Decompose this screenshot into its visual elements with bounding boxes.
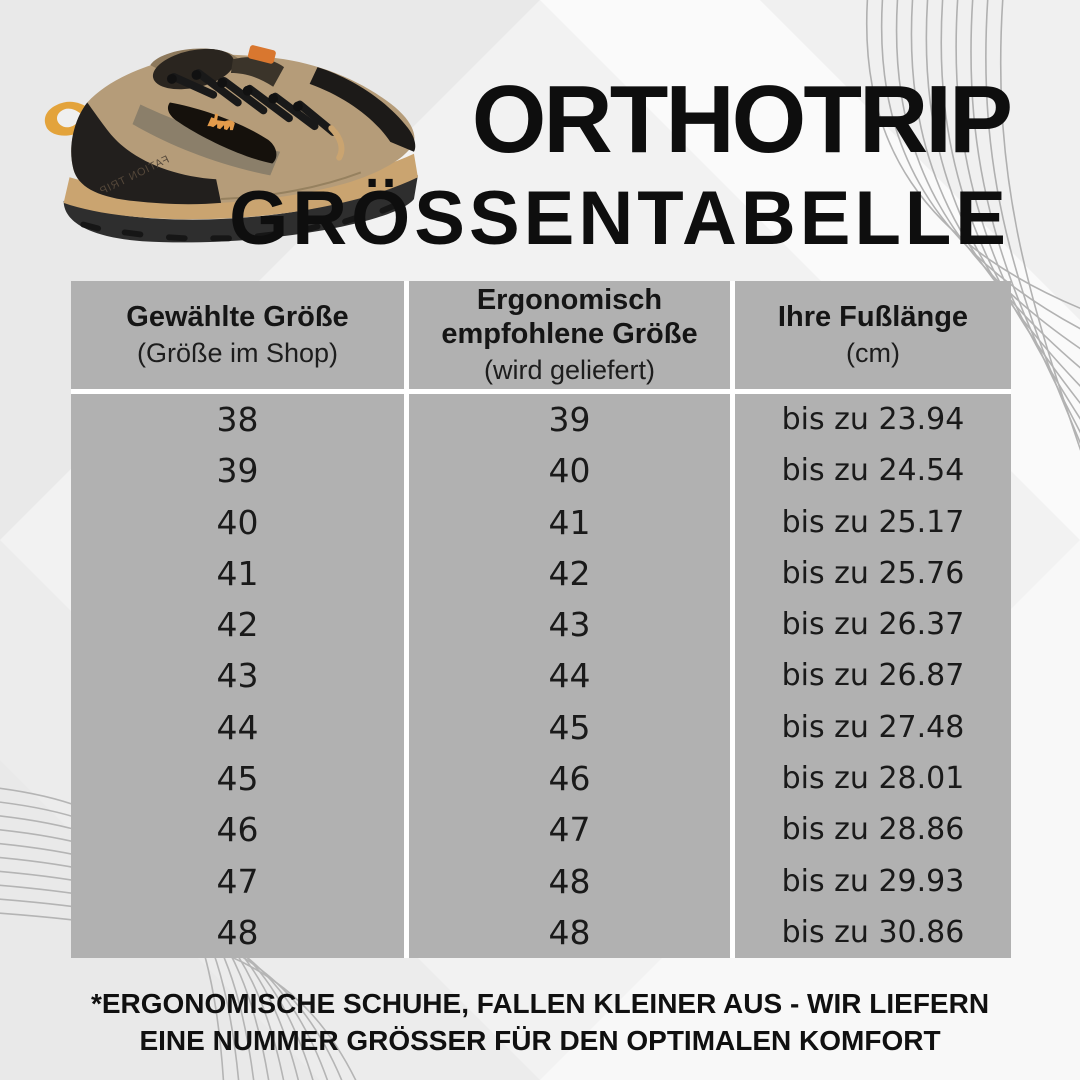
- table-cell-delivered_size: 43: [548, 605, 591, 645]
- table-cell-delivered_size: 45: [548, 707, 591, 747]
- brand-title: ORTHOTRIP: [471, 66, 1013, 173]
- table-cell-shop_size: 40: [216, 502, 259, 542]
- column-header-shop-size: Gewählte Größe (Größe im Shop): [71, 281, 404, 389]
- table-cell-foot_length: bis zu 26.87: [781, 658, 965, 694]
- table-column-delivered-size: 39 40 41 42 43 44 45 46 47 48 48: [409, 394, 730, 958]
- table-cell-foot_length: bis zu 25.76: [781, 555, 965, 591]
- table-cell-delivered_size: 48: [548, 861, 591, 901]
- column-title: Ergonomisch empfohlene Größe: [441, 283, 698, 350]
- table-cell-delivered_size: 42: [548, 553, 591, 593]
- table-cell-foot_length: bis zu 23.94: [781, 402, 965, 438]
- camel-logo-icon: [207, 113, 235, 131]
- table-cell-delivered_size: 41: [548, 502, 591, 542]
- table-cell-delivered_size: 47: [548, 810, 591, 850]
- column-title: Ihre Fußlänge: [777, 300, 969, 333]
- table-cell-shop_size: 48: [216, 912, 259, 952]
- table-cell-delivered_size: 48: [548, 912, 591, 952]
- wave-lines-top-right: [866, 0, 1080, 452]
- column-subtitle: (wird geliefert): [483, 354, 656, 385]
- table-cell-foot_length: bis zu 28.86: [781, 812, 965, 848]
- column-header-foot-length: Ihre Fußlänge (cm): [735, 281, 1011, 389]
- column-title: Gewählte Größe: [126, 300, 349, 333]
- footnote-line-2: EINE NUMMER GRÖSSER FÜR DEN OPTIMALEN KO…: [139, 1024, 941, 1056]
- column-subtitle: (cm): [846, 337, 900, 368]
- table-cell-delivered_size: 44: [548, 656, 591, 696]
- table-cell-shop_size: 41: [216, 553, 259, 593]
- column-header-delivered-size: Ergonomisch empfohlene Größe (wird gelie…: [409, 281, 730, 389]
- table-column-shop-size: 38 39 40 41 42 43 44 45 46 47 48: [71, 394, 404, 958]
- table-cell-shop_size: 44: [216, 707, 259, 747]
- table-cell-foot_length: bis zu 28.01: [781, 760, 965, 796]
- table-cell-foot_length: bis zu 27.48: [781, 709, 965, 745]
- table-cell-shop_size: 39: [216, 451, 259, 491]
- table-cell-shop_size: 43: [216, 656, 259, 696]
- table-cell-shop_size: 38: [216, 400, 259, 440]
- table-cell-foot_length: bis zu 29.93: [781, 863, 965, 899]
- page-subtitle: GRÖSSENTABELLE: [229, 176, 1010, 261]
- shoe-image: FATION TRIP: [44, 45, 418, 243]
- table-cell-shop_size: 42: [216, 605, 259, 645]
- table-cell-delivered_size: 39: [548, 400, 591, 440]
- footnote-line-1: *ERGONOMISCHE SCHUHE, FALLEN KLEINER AUS…: [90, 988, 990, 1019]
- table-column-foot-length: bis zu 23.94 bis zu 24.54 bis zu 25.17 bis …: [735, 394, 1011, 958]
- table-cell-delivered_size: 46: [548, 758, 591, 798]
- page-title: ORTHOTRIP GRÖSSENTABELLE: [229, 66, 1013, 261]
- table-cell-shop_size: 47: [216, 861, 259, 901]
- table-cell-shop_size: 45: [216, 758, 259, 798]
- footnote: *ERGONOMISCHE SCHUHE, FALLEN KLEINER AUS…: [0, 986, 1080, 1060]
- table-cell-foot_length: bis zu 26.37: [781, 607, 965, 643]
- column-subtitle: (Größe im Shop): [136, 337, 339, 368]
- table-cell-foot_length: bis zu 30.86: [781, 914, 965, 950]
- table-cell-foot_length: bis zu 24.54: [781, 453, 965, 489]
- table-cell-foot_length: bis zu 25.17: [781, 504, 965, 540]
- table-cell-shop_size: 46: [216, 810, 259, 850]
- size-table: Gewählte Größe (Größe im Shop) Ergonomis…: [71, 281, 1011, 958]
- table-cell-delivered_size: 40: [548, 451, 591, 491]
